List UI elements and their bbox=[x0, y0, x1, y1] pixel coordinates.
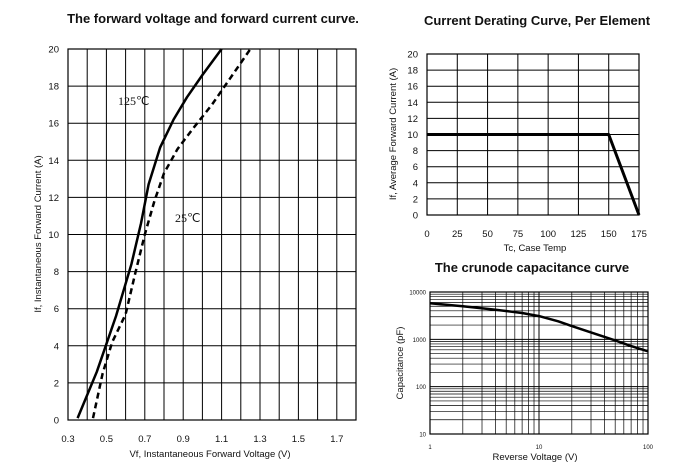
chart1-label-125c: 125℃ bbox=[118, 94, 149, 108]
x-tick-label: 100 bbox=[643, 445, 654, 451]
chart1-ticks: 0.3 0.5 0.7 0.9 1.1 1.3 1.5 1.7 0 2 4 6 8 10 12 14 16 18 2… bbox=[48, 45, 343, 446]
y-tick-label: 4 bbox=[413, 178, 418, 189]
x-tick-label: 1.5 bbox=[292, 434, 305, 445]
x-tick-label: 1.7 bbox=[330, 434, 343, 445]
x-tick-label: 150 bbox=[601, 229, 617, 240]
y-tick-label: 12 bbox=[48, 193, 59, 204]
y-tick-label: 1000 bbox=[413, 338, 427, 344]
x-tick-label: 75 bbox=[513, 229, 524, 240]
y-tick-label: 14 bbox=[407, 98, 418, 109]
chart1-title: The forward voltage and forward current … bbox=[67, 11, 359, 26]
y-tick-label: 4 bbox=[54, 341, 59, 352]
x-tick-label: 100 bbox=[540, 229, 556, 240]
chart2-xlabel: Tc, Case Temp bbox=[504, 243, 567, 254]
x-tick-label: 175 bbox=[631, 229, 647, 240]
y-tick-label: 10 bbox=[407, 130, 418, 141]
y-tick-label: 10 bbox=[419, 433, 426, 439]
y-tick-label: 16 bbox=[48, 119, 59, 130]
x-tick-label: 125 bbox=[570, 229, 586, 240]
y-tick-label: 10000 bbox=[409, 291, 426, 297]
y-tick-label: 6 bbox=[413, 162, 418, 173]
x-tick-label: 0.5 bbox=[100, 434, 113, 445]
y-tick-label: 18 bbox=[407, 66, 418, 77]
chart1-ylabel: If, Instantaneous Forward Current (A) bbox=[33, 155, 44, 312]
x-tick-label: 1 bbox=[428, 445, 432, 451]
chart2-ticks: 0 25 50 75 100 125 150 175 0 2 4 6 8 10 12 14 16 18 20 bbox=[407, 50, 647, 241]
x-tick-label: 10 bbox=[536, 445, 543, 451]
x-tick-label: 1.3 bbox=[253, 434, 266, 445]
plot-frame bbox=[429, 291, 649, 435]
series-line-0 bbox=[76, 48, 223, 419]
y-tick-label: 2 bbox=[54, 378, 59, 389]
chart1-series bbox=[76, 48, 252, 419]
x-tick-label: 0.7 bbox=[138, 434, 151, 445]
chart2-grid bbox=[426, 53, 640, 216]
plot-frame bbox=[67, 48, 357, 421]
y-tick-label: 18 bbox=[48, 82, 59, 93]
chart3-xlabel: Reverse Voltage (V) bbox=[492, 452, 577, 463]
y-tick-label: 20 bbox=[407, 50, 418, 61]
x-tick-label: 0 bbox=[424, 229, 429, 240]
y-tick-label: 16 bbox=[407, 82, 418, 93]
series-line-0 bbox=[429, 301, 649, 353]
y-tick-label: 14 bbox=[48, 156, 59, 167]
x-tick-label: 0.9 bbox=[177, 434, 190, 445]
x-tick-label: 50 bbox=[482, 229, 493, 240]
chart3-title: The crunode capacitance curve bbox=[435, 260, 629, 275]
y-tick-label: 8 bbox=[54, 267, 59, 278]
x-tick-label: 0.3 bbox=[61, 434, 74, 445]
chart2-series bbox=[427, 133, 641, 216]
y-tick-label: 2 bbox=[413, 194, 418, 205]
y-tick-label: 10 bbox=[48, 230, 59, 241]
y-tick-label: 6 bbox=[54, 304, 59, 315]
chart1-xlabel: Vf, Instantaneous Forward Voltage (V) bbox=[129, 449, 290, 460]
series-line-1 bbox=[91, 48, 252, 419]
y-tick-label: 0 bbox=[54, 416, 59, 427]
y-tick-label: 20 bbox=[48, 45, 59, 56]
y-tick-label: 100 bbox=[416, 385, 427, 391]
y-tick-label: 12 bbox=[407, 114, 418, 125]
chart3-grid bbox=[429, 291, 649, 435]
x-tick-label: 25 bbox=[452, 229, 463, 240]
chart1-grid bbox=[67, 48, 357, 421]
chart2-ylabel: If, Average Forward Current (A) bbox=[388, 68, 399, 200]
x-tick-label: 1.1 bbox=[215, 434, 228, 445]
chart3-ylabel: Capacitance (pF) bbox=[395, 327, 406, 400]
y-tick-label: 0 bbox=[413, 211, 418, 222]
series-line-0 bbox=[427, 133, 641, 216]
chart2-title: Current Derating Curve, Per Element bbox=[424, 13, 651, 28]
y-tick-label: 8 bbox=[413, 146, 418, 157]
chart1-label-25c: 25℃ bbox=[175, 211, 200, 225]
chart3-series bbox=[429, 301, 649, 353]
